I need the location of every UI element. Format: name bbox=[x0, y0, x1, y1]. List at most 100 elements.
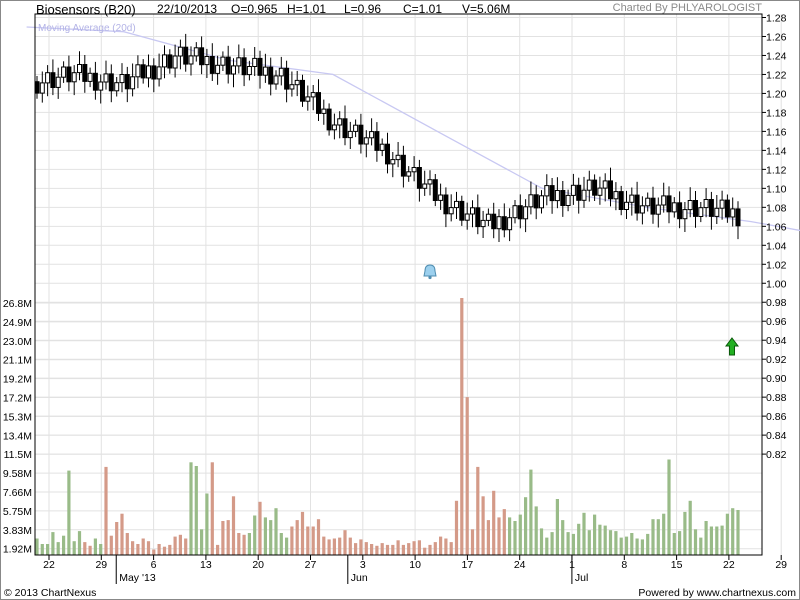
candle-body bbox=[454, 200, 459, 209]
price-tick-label: 1.00 bbox=[766, 278, 787, 290]
candle-body bbox=[533, 194, 539, 209]
candle-body bbox=[353, 124, 359, 132]
volume-bar bbox=[104, 466, 108, 555]
candle-body bbox=[252, 57, 258, 68]
candlestick bbox=[167, 49, 173, 74]
volume-bar bbox=[529, 469, 533, 555]
candle-body bbox=[554, 190, 560, 202]
candlestick bbox=[411, 156, 417, 182]
volume-bar bbox=[306, 526, 310, 555]
moving-average-line bbox=[26, 26, 800, 232]
candlestick bbox=[650, 186, 656, 224]
candlestick bbox=[602, 173, 608, 202]
candle-body bbox=[331, 124, 337, 131]
candlestick bbox=[236, 44, 242, 74]
volume-tick-label: 3.83M bbox=[3, 525, 32, 537]
candle-body bbox=[708, 199, 714, 217]
volume-bar bbox=[736, 510, 740, 555]
volume-bar bbox=[380, 543, 384, 555]
month-label: Jun bbox=[351, 572, 368, 584]
volume-bar bbox=[141, 538, 145, 555]
candle-body bbox=[724, 199, 730, 218]
candle-body bbox=[167, 54, 173, 69]
candlestick bbox=[204, 48, 210, 78]
volume-bar bbox=[667, 459, 671, 555]
annotations bbox=[423, 264, 739, 356]
candlestick bbox=[645, 192, 651, 212]
price-tick-label: 0.90 bbox=[766, 373, 787, 385]
candle-body bbox=[485, 213, 491, 221]
candlestick bbox=[459, 195, 465, 226]
volume-bar bbox=[279, 533, 283, 555]
volume-bar bbox=[242, 534, 246, 555]
candlestick bbox=[268, 57, 274, 96]
candlestick bbox=[193, 42, 199, 62]
volume-bar bbox=[343, 530, 347, 555]
candlestick bbox=[655, 197, 661, 228]
candlestick bbox=[395, 142, 401, 168]
volume-bar bbox=[370, 544, 374, 555]
volume-bar bbox=[699, 537, 703, 555]
volume-bar bbox=[688, 500, 692, 555]
volume-bar bbox=[216, 544, 220, 555]
volume-bar bbox=[88, 545, 92, 555]
candlestick bbox=[231, 58, 236, 88]
close-value: C=1.01 bbox=[403, 2, 443, 16]
candlestick bbox=[379, 138, 385, 157]
price-tick-label: 1.18 bbox=[766, 107, 787, 119]
candle-body bbox=[45, 72, 51, 84]
candle-body bbox=[629, 194, 635, 203]
volume-bar bbox=[396, 540, 400, 555]
candlestick bbox=[342, 105, 348, 146]
candle-body bbox=[698, 207, 704, 217]
price-tick-label: 0.84 bbox=[766, 430, 787, 442]
day-tick-label: 8 bbox=[621, 559, 627, 571]
volume-bar bbox=[120, 513, 124, 555]
volume-tick-label: 9.58M bbox=[3, 468, 32, 480]
volume-bar bbox=[608, 530, 613, 555]
candlestick bbox=[464, 202, 470, 230]
day-tick-label: 10 bbox=[409, 559, 421, 571]
volume-bar bbox=[77, 531, 82, 555]
candle-body bbox=[570, 184, 576, 196]
volume-bar bbox=[125, 533, 129, 555]
candlestick bbox=[347, 121, 353, 149]
price-tick-label: 1.28 bbox=[766, 13, 787, 25]
candle-body bbox=[576, 184, 582, 201]
candlestick bbox=[698, 202, 704, 223]
candle-body bbox=[225, 56, 231, 75]
candle-body bbox=[507, 217, 513, 231]
candlestick bbox=[246, 60, 252, 81]
y-axis: 1.28 1.26 1.24 1.22 1.20 1.18 1.16 1.14 1.12 1.10… bbox=[3, 13, 787, 556]
price-tick-label: 0.82 bbox=[766, 449, 787, 461]
candlestick bbox=[140, 59, 146, 84]
volume-bar bbox=[40, 544, 44, 555]
price-tick-label: 1.22 bbox=[766, 69, 787, 81]
volume-bar bbox=[693, 529, 698, 555]
candlestick bbox=[369, 118, 375, 146]
up-arrow-icon bbox=[725, 337, 739, 356]
price-tick-label: 0.96 bbox=[766, 316, 787, 328]
candle-body bbox=[443, 194, 449, 215]
month-label: Jul bbox=[575, 572, 588, 584]
volume-bar bbox=[651, 519, 655, 555]
volume-bar bbox=[444, 538, 448, 555]
x-axis: 2229613202731017241815222951219262916233… bbox=[43, 555, 787, 584]
candlestick bbox=[448, 194, 454, 222]
candlestick bbox=[363, 130, 369, 158]
volume-bar bbox=[184, 538, 188, 555]
candle-body bbox=[586, 179, 592, 191]
candlestick bbox=[50, 59, 56, 96]
candlestick bbox=[289, 71, 295, 97]
volume-bar bbox=[62, 535, 66, 555]
candle-body bbox=[512, 205, 518, 219]
candle-body bbox=[581, 189, 587, 201]
candlestick bbox=[703, 188, 709, 218]
candle-body bbox=[188, 55, 194, 65]
day-tick-label: 24 bbox=[514, 559, 526, 571]
volume-bar bbox=[359, 539, 363, 555]
candle-body bbox=[55, 76, 61, 88]
volume-bar bbox=[221, 521, 225, 555]
candlestick bbox=[422, 170, 428, 196]
candle-body bbox=[66, 66, 72, 83]
